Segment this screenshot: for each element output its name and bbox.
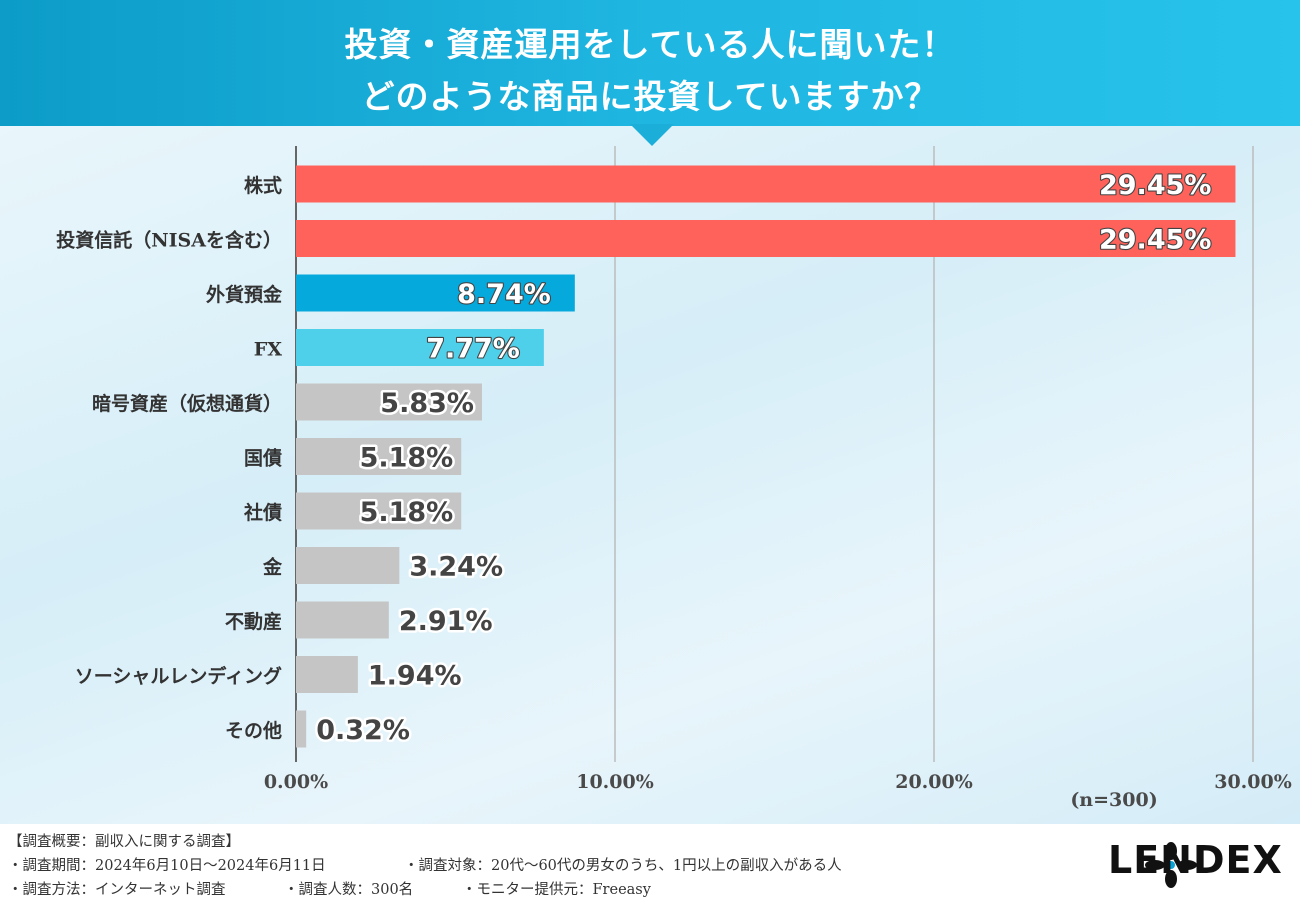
value-label: 5.18% <box>360 443 454 474</box>
value-label: 29.45% <box>1099 170 1211 201</box>
x-tick-label: 20.00% <box>895 771 973 793</box>
category-label: FX <box>254 339 282 361</box>
category-label: 金 <box>262 556 283 579</box>
category-label: 暗号資産（仮想通貨） <box>92 392 282 415</box>
bar <box>296 656 358 693</box>
survey-target: ・調査対象：20代〜60代の男女のうち、1円以上の副収入がある人 <box>404 858 842 874</box>
bar <box>296 165 1236 203</box>
survey-overview: 【調査概要：副収入に関する調査】 <box>8 834 240 850</box>
x-tick-label: 10.00% <box>576 771 654 793</box>
bar <box>296 601 389 639</box>
x-tick-label: 30.00% <box>1214 771 1292 793</box>
bar <box>296 438 462 475</box>
title-pointer <box>630 124 674 146</box>
bar <box>296 220 1236 257</box>
value-label: 8.74% <box>457 279 551 310</box>
bar <box>296 710 307 748</box>
survey-count: ・調査人数：300名 <box>284 882 414 898</box>
category-label: ソーシャルレンディング <box>75 665 282 688</box>
value-label: 1.94% <box>368 661 462 692</box>
x-tick-label: 0.00% <box>264 771 328 793</box>
lendex-logo-icon <box>1145 842 1197 888</box>
title-banner: 投資・資産運用をしている人に聞いた！ どのような商品に投資していますか？ <box>0 0 1300 126</box>
footer: 【調査概要：副収入に関する調査】 ・調査期間：2024年6月10日〜2024年6… <box>0 824 1300 900</box>
value-label: 7.77% <box>426 334 520 365</box>
value-label: 3.24% <box>409 552 503 583</box>
value-label: 5.83% <box>380 388 474 419</box>
bar <box>296 329 544 366</box>
bar-chart: 0.00% 10.00% 20.00% 30.00% (n=300) 株式 29.45% 投資… <box>56 146 1292 811</box>
category-label: 社債 <box>243 501 282 524</box>
bar <box>296 383 482 421</box>
value-label: 0.32% <box>316 715 410 746</box>
logo-wordmark: LENDEX <box>1108 838 1283 882</box>
category-label: 外貨預金 <box>206 283 283 306</box>
bar <box>296 492 462 530</box>
category-label: その他 <box>225 719 282 742</box>
value-label: 2.91% <box>399 606 493 637</box>
value-label: 29.45% <box>1099 225 1211 256</box>
category-label: 不動産 <box>225 610 282 633</box>
chart-title-line-2: どのような商品に投資していますか？ <box>361 77 939 116</box>
sample-size-note: (n=300) <box>1070 789 1157 811</box>
bar <box>296 274 575 312</box>
chart-title-line-1: 投資・資産運用をしている人に聞いた！ <box>344 25 956 64</box>
survey-method: ・調査方法：インターネット調査 <box>8 882 226 898</box>
value-label: 5.18% <box>360 497 454 528</box>
bar <box>296 547 400 584</box>
survey-provider: ・モニター提供元：Freeasy <box>462 882 651 898</box>
category-label: 投資信託（NISAを含む） <box>56 229 282 252</box>
survey-period: ・調査期間：2024年6月10日〜2024年6月11日 <box>8 858 326 874</box>
category-label: 株式 <box>244 174 282 197</box>
category-label: 国債 <box>244 447 282 470</box>
